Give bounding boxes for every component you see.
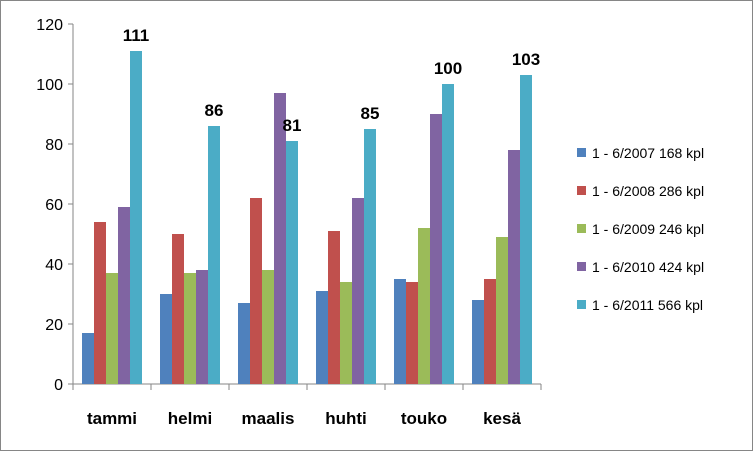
y-axis-ticks: 0 20 40 60 80 100 120 (36, 17, 73, 394)
legend-swatch (577, 262, 586, 271)
y-tick-label: 60 (45, 197, 63, 214)
bar-kesä-series-2 (484, 279, 496, 384)
legend: 1 - 6/2007 168 kpl 1 - 6/2008 286 kpl 1 - … (577, 145, 704, 313)
x-axis-categories: tammi helmi maalis huhti touko kesä (87, 409, 521, 428)
bar-maalis-series-3 (262, 270, 274, 384)
legend-entry: 1 - 6/2011 566 kpl (592, 297, 703, 313)
bar-helmi-series-4 (196, 270, 208, 384)
bar-maalis-series-2 (250, 198, 262, 384)
bar-maalis-series-5 (286, 141, 298, 384)
bar-huhti-series-1 (316, 291, 328, 384)
bar-maalis-series-4 (274, 93, 286, 384)
bars (72, 51, 542, 390)
data-label: 86 (205, 101, 224, 120)
x-category-label: helmi (168, 409, 212, 428)
legend-entry: 1 - 6/2009 246 kpl (592, 221, 704, 237)
legend-swatch (577, 224, 586, 233)
y-tick-label: 120 (36, 17, 63, 34)
bar-touko-series-4 (430, 114, 442, 384)
bar-kesä-series-1 (472, 300, 484, 384)
legend-entry: 1 - 6/2010 424 kpl (592, 259, 704, 275)
data-label: 111 (123, 26, 150, 45)
bar-huhti-series-4 (352, 198, 364, 384)
data-labels: 111 86 81 85 100 103 (123, 26, 540, 135)
bar-kesä-series-4 (508, 150, 520, 384)
bar-tammi-series-1 (82, 333, 94, 384)
y-tick-label: 80 (45, 137, 63, 154)
legend-swatch (577, 300, 586, 309)
bar-touko-series-5 (442, 84, 454, 384)
bar-helmi-series-3 (184, 273, 196, 384)
y-tick-label: 100 (36, 77, 63, 94)
bar-tammi-series-3 (106, 273, 118, 384)
legend-entry: 1 - 6/2007 168 kpl (592, 145, 704, 161)
x-category-label: huhti (325, 409, 367, 428)
y-tick-label: 0 (54, 377, 63, 394)
bar-huhti-series-2 (328, 231, 340, 384)
legend-entry: 1 - 6/2008 286 kpl (592, 183, 704, 199)
bar-helmi-series-1 (160, 294, 172, 384)
x-category-label: maalis (242, 409, 295, 428)
y-tick-label: 20 (45, 317, 63, 334)
bar-kesä-series-3 (496, 237, 508, 384)
bar-touko-series-3 (418, 228, 430, 384)
legend-swatch (577, 186, 586, 195)
legend-swatch (577, 148, 586, 157)
data-label: 81 (283, 116, 302, 135)
data-label: 103 (512, 50, 540, 69)
data-label: 85 (361, 104, 380, 123)
bar-helmi-series-5 (208, 126, 220, 384)
x-category-label: tammi (87, 409, 137, 428)
x-category-label: kesä (483, 409, 521, 428)
data-label: 100 (434, 59, 462, 78)
x-category-label: touko (401, 409, 447, 428)
y-tick-label: 40 (45, 257, 63, 274)
bar-tammi-series-2 (94, 222, 106, 384)
bar-tammi-series-5 (130, 51, 142, 384)
bar-tammi-series-4 (118, 207, 130, 384)
bar-helmi-series-2 (172, 234, 184, 384)
bar-maalis-series-1 (238, 303, 250, 384)
bar-huhti-series-3 (340, 282, 352, 384)
bar-huhti-series-5 (364, 129, 376, 384)
bar-kesä-series-5 (520, 75, 532, 384)
bar-touko-series-1 (394, 279, 406, 384)
bar-touko-series-2 (406, 282, 418, 384)
